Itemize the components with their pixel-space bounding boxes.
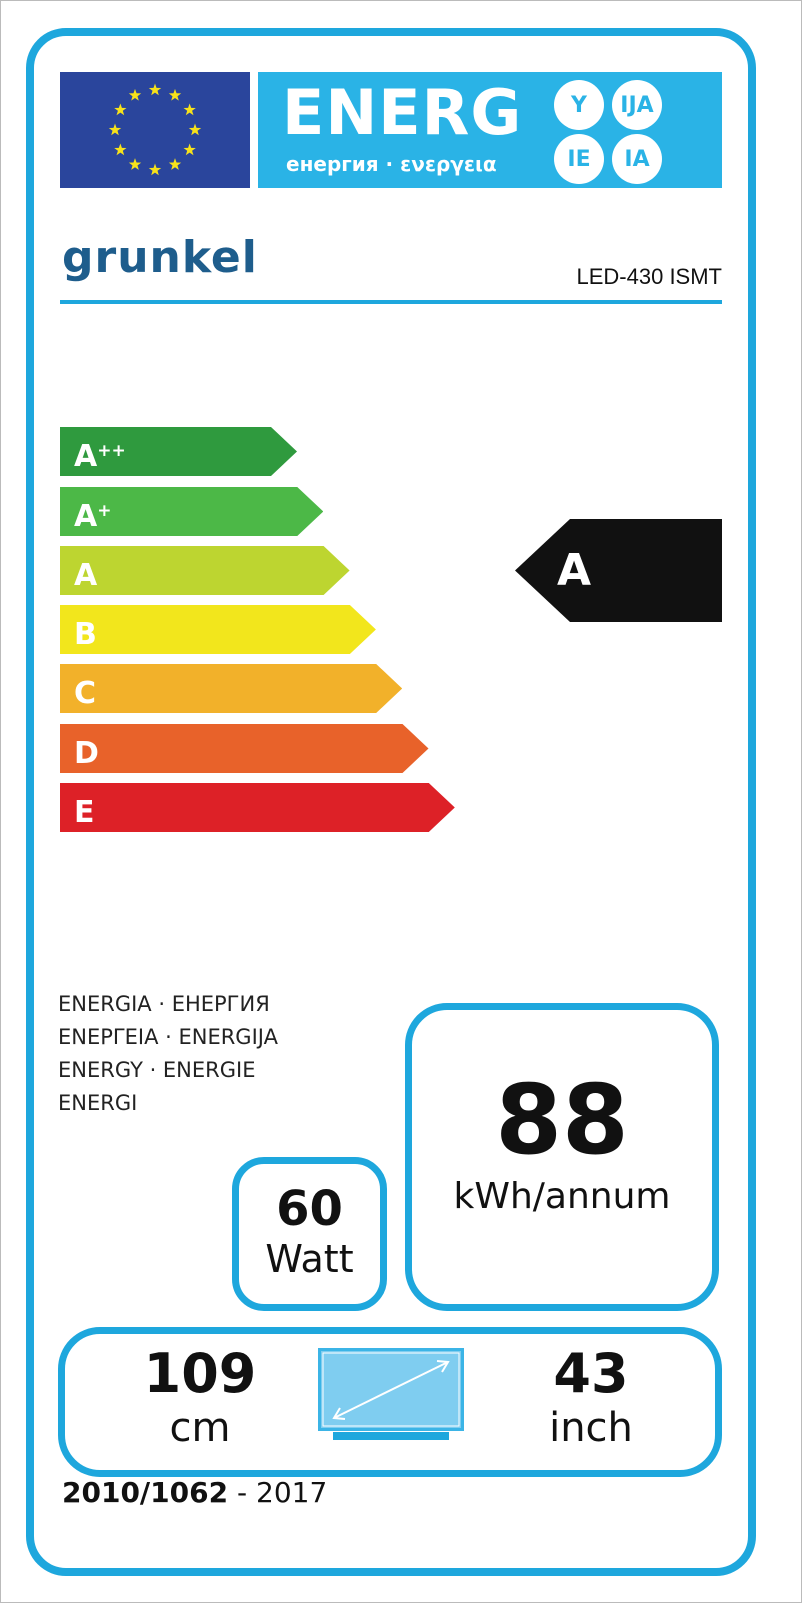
star-icon (168, 158, 182, 170)
class-letter: E (74, 795, 95, 830)
energy-class-aplus: A+ (60, 487, 323, 536)
energy-word-line: ΕΝΕΡΓΕΙΑ · ENERGIJA (58, 1025, 278, 1049)
annual-consumption-unit: kWh/annum (453, 1176, 671, 1217)
energy-word-line: ENERGIA · ЕНЕРГИЯ (58, 992, 270, 1016)
suffix-ia: IA (612, 134, 662, 184)
star-icon (148, 83, 162, 96)
class-letter: D (74, 736, 99, 771)
power-unit: Watt (265, 1237, 354, 1281)
class-letter: C (74, 676, 97, 711)
star-icon (128, 88, 142, 101)
star-icon (114, 143, 127, 156)
star-icon (183, 103, 196, 116)
suffix-ie: IE (554, 134, 604, 184)
screen-size-cm: 109 (143, 1342, 257, 1405)
tv-diagonal-icon (318, 1348, 464, 1448)
annual-consumption-value: 88 (495, 1064, 629, 1176)
energy-words: ENERGIA · ЕНЕРГИЯ ΕΝΕΡΓΕΙΑ · ENERGIJA EN… (58, 988, 278, 1120)
regulation-footer: 2010/1062 - 2017 (62, 1476, 327, 1509)
energy-class-c: C (60, 664, 402, 713)
header-divider (60, 300, 722, 304)
class-letter: B (74, 617, 97, 652)
star-icon (128, 158, 142, 170)
star-icon (188, 123, 202, 136)
suffix-ija: IJA (612, 80, 662, 130)
screen-size-inch-unit: inch (549, 1405, 633, 1451)
power-value: 60 (276, 1181, 343, 1237)
regulation-number: 2010/1062 (62, 1476, 229, 1509)
star-icon (168, 88, 182, 101)
footer-separator: - (228, 1476, 256, 1509)
class-letter: A (74, 558, 98, 593)
class-superscript: ++ (97, 441, 126, 461)
star-icon (114, 103, 127, 116)
annual-consumption-box: 88 kWh/annum (405, 1003, 719, 1311)
suffix-y: Y (554, 80, 604, 130)
regulation-year: 2017 (256, 1476, 328, 1509)
screen-size-box: 109 cm 43 inch (58, 1327, 722, 1477)
energy-header: ENERG енергия · ενεργεια Y IJA IE IA (258, 72, 722, 188)
star-icon (148, 163, 162, 176)
model-number: LED-430 ISMT (576, 264, 723, 289)
class-letter: A (74, 499, 98, 534)
energy-subtitle: енергия · ενεργεια (286, 152, 497, 176)
energy-word-line: ENERGY · ENERGIE (58, 1058, 256, 1082)
energy-class-d: D (60, 724, 429, 773)
label-frame (26, 28, 756, 1576)
screen-size-cm-unit: cm (169, 1405, 231, 1451)
star-icon (183, 143, 196, 156)
brand-logo: grunkel (62, 232, 258, 283)
class-superscript: + (97, 501, 112, 521)
energy-class-b: B (60, 605, 376, 654)
energy-class-aplusplus: A++ (60, 427, 297, 476)
eu-flag-icon (60, 72, 250, 188)
class-letter: A (74, 439, 98, 474)
star-icon (108, 123, 122, 136)
energy-class-e: E (60, 783, 455, 832)
energy-class-a: A (60, 546, 350, 595)
screen-size-inch: 43 (553, 1342, 629, 1405)
energy-title: ENERG (282, 76, 523, 149)
energy-word-line: ENERGI (58, 1091, 138, 1115)
power-box: 60 Watt (232, 1157, 387, 1311)
